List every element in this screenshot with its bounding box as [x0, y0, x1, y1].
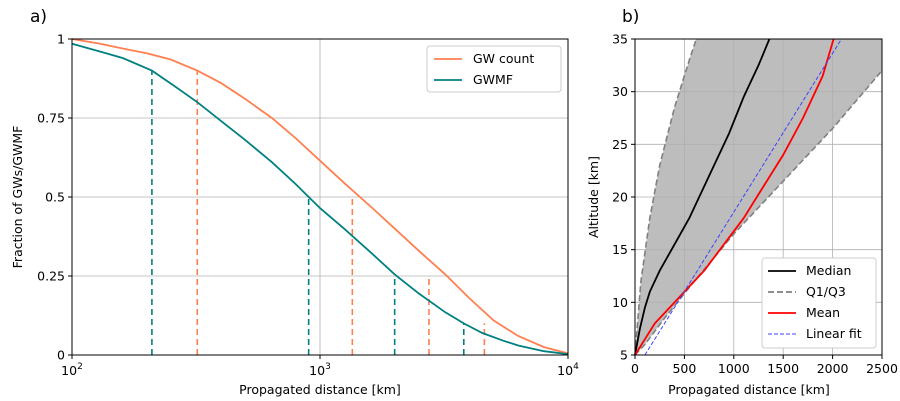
- panel-a-label: a): [30, 7, 47, 27]
- panel-b-y-tick-label: 5: [620, 348, 628, 363]
- panel-a-y-tick-label: 0: [57, 348, 65, 363]
- legend-label-q1q3: Q1/Q3: [806, 284, 846, 299]
- panel-b-legend-box: [761, 257, 877, 349]
- legend-label-gwmf: GWMF: [473, 72, 513, 87]
- panel-a-series: [71, 38, 569, 355]
- series-line-median: [634, 38, 771, 356]
- panel-b-series: [634, 38, 883, 356]
- panel-b-x-tick-label: 0: [631, 361, 639, 376]
- panel-b-y-tick-label: 25: [612, 137, 628, 152]
- panel-a-x-tick-label: 104: [557, 362, 579, 378]
- legend-label-linear-fit: Linear fit: [806, 326, 862, 341]
- panel-a-x-tick-label: 102: [61, 362, 83, 378]
- series-line-q3: [634, 38, 698, 356]
- panel-b-y-tick-label: 35: [612, 32, 628, 47]
- panel-a-x-ticks: 102 103 104: [61, 355, 579, 378]
- panel-b-y-ticks: 5 10 15 20 25 30 35: [612, 32, 635, 363]
- panel-a-y-ticks: 0 0.25 0.5 0.75 1: [37, 32, 72, 363]
- panel-a-percentile-markers: [151, 70, 486, 355]
- panel-b-label: b): [622, 7, 639, 27]
- panel-b-y-tick-label: 10: [612, 295, 628, 310]
- panel-b-y-tick-label: 30: [612, 84, 628, 99]
- legend-label-median: Median: [806, 263, 851, 278]
- panel-b-x-tick-label: 1500: [767, 361, 799, 376]
- series-line-q1: [634, 70, 883, 356]
- panel-b-x-tick-label: 2000: [817, 361, 849, 376]
- panel-a-y-tick-label: 0.25: [37, 269, 65, 284]
- panel-b-x-tick-label: 2500: [866, 361, 898, 376]
- panel-a-y-tick-label: 0.75: [37, 111, 65, 126]
- panel-a-y-tick-label: 0.5: [45, 190, 65, 205]
- panel-b: b) 0 500 1000 1500 2000 2500 5 10 15 20 25 30 35 Pr…: [586, 7, 898, 397]
- panel-a-legend: GW count GWMF: [426, 45, 562, 93]
- legend-label-gw-count: GW count: [473, 51, 534, 66]
- panel-b-y-tick-label: 15: [612, 242, 628, 257]
- panel-b-x-ticks: 0 500 1000 1500 2000 2500: [631, 355, 898, 376]
- series-line-gw-count: [71, 38, 569, 355]
- panel-a-x-axis-label: Propagated distance [km]: [239, 382, 401, 397]
- series-line-mean: [634, 38, 835, 356]
- panel-b-legend: Median Q1/Q3 Mean Linear fit: [761, 257, 877, 349]
- panel-a-x-tick-label: 103: [309, 362, 331, 378]
- panel-a-y-tick-label: 1: [57, 32, 65, 47]
- panel-b-y-tick-label: 20: [612, 190, 628, 205]
- panel-b-x-axis-label: Propagated distance [km]: [668, 382, 830, 397]
- series-line-gwmf: [71, 42, 569, 355]
- panel-b-x-tick-label: 500: [672, 361, 696, 376]
- panel-b-y-axis-label: Altitude [km]: [586, 156, 601, 238]
- legend-label-mean: Mean: [806, 305, 840, 320]
- panel-b-x-tick-label: 1000: [718, 361, 750, 376]
- panel-a-y-axis-label: Fraction of GWs/GWMF: [10, 126, 25, 269]
- panel-a: a) 102 103 104 0 0.25 0.5 0.75 1 Propagated di…: [10, 7, 579, 397]
- series-line-linear-fit: [644, 38, 842, 356]
